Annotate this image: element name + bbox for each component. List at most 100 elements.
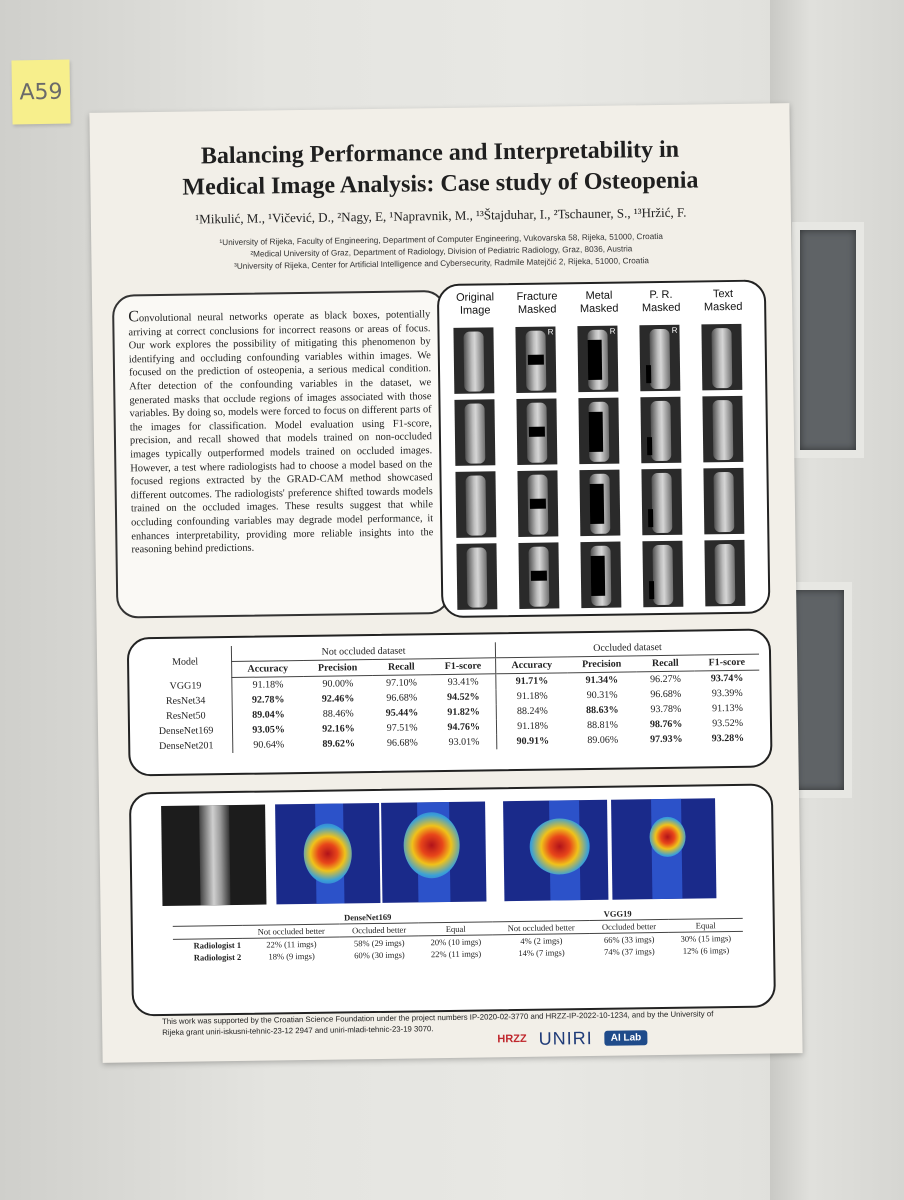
metric-header: Precision — [303, 659, 373, 677]
xray-image — [703, 467, 745, 535]
heatmap-densenet-not-occluded — [275, 802, 381, 905]
metric-value: 91.82% — [447, 706, 480, 718]
xray-grid-panel: Original Image Fracture Masked R Metal Mask… — [436, 279, 771, 619]
radiologist-table: DenseNet169 VGG19 Not occluded better Occ… — [172, 905, 744, 964]
sticky-note: A59 — [11, 59, 71, 125]
metric-header: Accuracy — [495, 656, 568, 674]
metric-header: Recall — [371, 658, 431, 676]
xray-image — [455, 471, 497, 538]
heatmap-vgg-not-occluded — [503, 799, 609, 902]
metric-value: 96.27% — [650, 673, 682, 686]
affiliations: ¹University of Rijeka, Faculty of Engine… — [91, 229, 791, 275]
metric-header: F1-score — [694, 654, 760, 672]
model-name: ResNet50 — [166, 710, 206, 722]
metric-value: 98.76% — [649, 718, 683, 731]
metric-value: 88.24% — [496, 703, 569, 720]
model-name: ResNet34 — [165, 695, 206, 707]
xray-image — [642, 540, 684, 608]
metric-value: 96.68% — [386, 692, 418, 704]
heatmap-densenet-occluded — [381, 801, 487, 903]
metric-value: 92.46% — [321, 693, 355, 705]
radiologist-value: 30% (15 imgs) — [668, 931, 744, 945]
heatmap-vgg-occluded — [611, 798, 717, 900]
radiologist-label: Radiologist 1 — [172, 938, 244, 952]
metric-value: 93.01% — [448, 736, 480, 748]
metric-value: 97.51% — [386, 722, 418, 734]
metric-header: Recall — [635, 655, 695, 672]
metric-value: 93.78% — [650, 703, 682, 716]
model-name: DenseNet169 — [158, 725, 214, 738]
rad-column-header: Equal — [695, 920, 716, 931]
rad-column-header: Equal — [445, 923, 466, 935]
metric-value: 97.93% — [650, 733, 683, 746]
metric-header: F1-score — [430, 657, 496, 675]
metric-value: 93.74% — [710, 672, 744, 685]
xray-side-tag: R — [671, 325, 678, 335]
metric-value: 90.31% — [586, 689, 618, 702]
xray-column-header: Metal Masked — [579, 289, 619, 316]
poster: Balancing Performance and Interpretabili… — [89, 103, 803, 1063]
metric-header: Accuracy — [231, 660, 304, 678]
metric-value: 89.04% — [232, 706, 305, 723]
xray-image — [578, 397, 620, 465]
metric-value: 90.64% — [232, 736, 305, 753]
abstract-text: Convolutional neural networks operate as… — [128, 306, 433, 557]
xray-image: R — [639, 324, 681, 392]
door-window-top — [792, 222, 864, 458]
gradcam-panel: DenseNet169 VGG19 Not occluded better Occ… — [128, 783, 776, 1017]
radiologist-value: 22% (11 imgs) — [430, 948, 482, 960]
results-table: Model Not occluded dataset Occluded data… — [139, 638, 760, 755]
xray-side-tag: R — [609, 326, 616, 336]
logo-strip: HRZZ UNIRI AI Lab — [497, 1023, 777, 1051]
xray-column-header: Text Masked — [703, 287, 743, 314]
rad-column-header: Occluded better — [352, 924, 407, 936]
xray-image: R — [515, 326, 557, 393]
sticky-note-label: A59 — [19, 79, 63, 105]
metric-value: 90.91% — [496, 733, 569, 750]
metric-value: 96.68% — [386, 737, 418, 749]
metric-value: 93.05% — [232, 721, 305, 738]
metric-value: 93.52% — [712, 717, 744, 730]
results-table-panel: Model Not occluded dataset Occluded data… — [126, 628, 773, 777]
metric-value: 88.46% — [322, 708, 354, 720]
metric-value: 91.13% — [711, 702, 743, 715]
metric-value: 92.78% — [232, 691, 304, 708]
metric-value: 93.28% — [711, 732, 745, 745]
metric-value: 88.63% — [585, 704, 619, 717]
abstract-panel: Convolutional neural networks operate as… — [111, 289, 451, 619]
xray-column-header: Original Image — [455, 291, 495, 317]
radiologist-value: 20% (10 imgs) — [418, 934, 494, 949]
metric-value: 93.39% — [711, 687, 743, 700]
xray-image — [580, 541, 622, 609]
xray-column-header: Fracture Masked — [516, 290, 558, 316]
xray-image — [456, 543, 498, 610]
radiologist-value: 18% (9 imgs) — [268, 950, 315, 962]
xray-image — [702, 395, 744, 463]
abstract-dropcap: C — [128, 308, 140, 326]
wrist-xray-image — [161, 804, 267, 906]
radiologist-value: 58% (29 imgs) — [339, 935, 419, 950]
xray-image — [454, 399, 496, 466]
xray-side-tag: R — [547, 327, 554, 337]
abstract-body: onvolutional neural networks operate as … — [128, 309, 434, 556]
radiologist-value: 12% (6 imgs) — [682, 945, 730, 956]
xray-image — [640, 396, 682, 464]
xray-image — [641, 468, 683, 536]
metric-value: 91.18% — [496, 718, 569, 735]
radiologist-value: 66% (33 imgs) — [589, 932, 669, 947]
metric-value: 97.10% — [386, 677, 418, 689]
authors: ¹Mikulić, M., ¹Vičević, D., ²Nagy, E, ¹N… — [195, 204, 687, 227]
model-name: DenseNet201 — [159, 740, 214, 753]
xray-image — [701, 323, 743, 391]
metric-header: Precision — [567, 655, 637, 673]
radiologist-value: 60% (30 imgs) — [354, 949, 405, 961]
metric-value: 88.81% — [587, 719, 619, 732]
radiologist-value: 74% (37 imgs) — [604, 946, 655, 957]
radiologist-value: 14% (7 imgs) — [518, 947, 565, 959]
metric-value: 95.44% — [385, 707, 419, 719]
model-name: VGG19 — [169, 680, 202, 692]
xray-image — [517, 470, 559, 537]
metric-value: 94.76% — [447, 721, 481, 733]
poster-title: Balancing Performance and Interpretabili… — [90, 133, 791, 205]
rad-column-header: Not occluded better — [257, 925, 325, 937]
